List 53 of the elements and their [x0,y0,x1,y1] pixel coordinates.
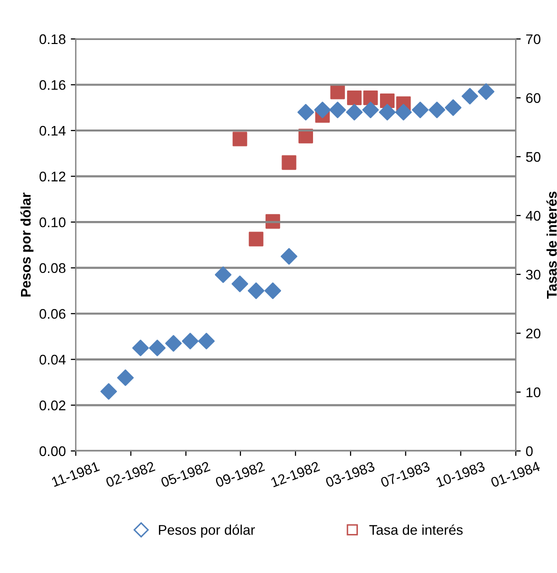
point [248,282,264,300]
point [428,102,446,118]
point [314,102,331,118]
point [329,102,346,118]
point [214,266,232,284]
y2-tick-label: 40 [526,210,540,221]
legend-label: Tasa de interés [369,524,463,535]
y2-tick-label: 30 [526,270,540,280]
point [395,104,412,121]
point [444,99,462,116]
legend-label: Pesos por dólar [158,524,255,538]
point [165,335,182,352]
point [362,102,379,118]
point [100,383,117,400]
y-tick-label: 0.10 [40,217,66,228]
point [232,276,248,292]
y-tick-label: 0.08 [40,263,66,274]
y2-tick-label: 10 [526,387,540,398]
y-tick-label: 0.12 [40,172,66,182]
point [412,102,429,118]
point [363,90,378,106]
point [346,104,363,121]
y-axis-title: Pesos por dólar [20,192,34,297]
y2-tick-label: 0 [526,446,533,456]
point [378,104,396,121]
point [264,282,282,300]
y2-tick-label: 60 [526,93,540,103]
point [232,132,248,146]
point [478,83,494,100]
y-tick-label: 0.00 [40,446,66,456]
y-tick-label: 0.02 [40,400,66,410]
point [182,332,199,350]
point [380,93,395,108]
point [330,84,345,100]
point [280,248,298,265]
y-tick-label: 0.16 [40,80,66,90]
point [462,88,478,104]
y-tick-label: 0.04 [40,354,66,365]
point [132,340,149,356]
point [347,90,362,106]
point [117,369,134,386]
y2-tick-label: 50 [526,152,540,162]
point [148,340,166,356]
y2-tick-label: 20 [526,328,540,338]
point [282,155,296,170]
point [248,232,264,246]
point [297,104,314,121]
y-tick-label: 0.06 [40,308,66,319]
y-tick-label: 0.18 [40,34,66,44]
y-tick-label: 0.14 [40,126,66,136]
point [198,332,215,350]
y2-axis-title: Tasas de interés [546,192,557,299]
y2-tick-label: 70 [526,34,540,44]
